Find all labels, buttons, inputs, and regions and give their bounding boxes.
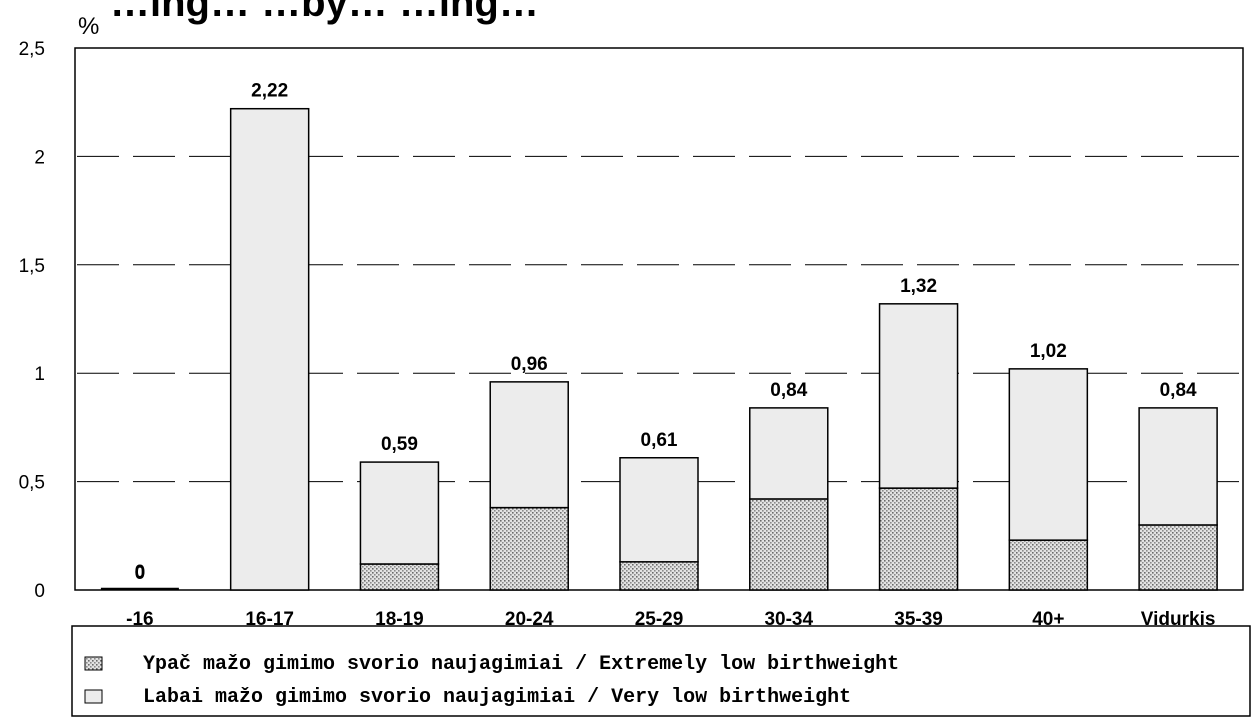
chart-title: …ing… …by… …ing… [110,0,539,25]
y-tick-label: 2 [34,147,45,168]
data-label: 1,02 [1030,341,1067,362]
bar-segment [229,107,310,591]
y-tick-label: 2,5 [19,39,45,60]
bar-segment [878,303,959,489]
data-label: 0 [135,562,146,583]
x-category-label: 18-19 [375,609,424,630]
data-label: 0,59 [381,434,418,455]
x-category-label: 40+ [1032,609,1064,630]
data-label: 0,61 [641,430,678,451]
bar-segment [878,487,959,591]
data-label: 0,84 [770,380,807,401]
x-category-label: 30-34 [764,609,813,630]
y-unit-label: % [78,13,99,40]
y-tick-label: 1 [34,364,45,385]
bar-segment [489,506,569,591]
bar-segment [619,457,699,563]
x-category-label: 16-17 [245,609,294,630]
data-labels: 002,220,590,960,610,841,321,020,84 [135,81,1197,584]
data-label: 1,32 [900,276,937,297]
bar-segment [359,461,440,565]
bar-segment [749,498,829,591]
bar-segment [359,563,440,591]
y-tick-label: 0 [34,581,45,602]
legend-swatch-very-low [84,689,103,704]
x-category-label: -16 [126,609,153,630]
bar-segment [1138,524,1218,591]
data-label: 2,22 [251,81,288,102]
legend: Ypač mažo gimimo svorio naujagimiai / Ex… [71,625,1251,717]
legend-swatch-extremely-low [84,656,103,671]
bar-segment [1008,539,1089,591]
y-axis-ticks: 0 0,5 1 1,5 2 2,5 [19,39,45,602]
data-label: 0,84 [1160,380,1197,401]
data-label: 0 [135,563,146,584]
x-category-label: 20-24 [505,609,554,630]
y-tick-label: 0,5 [19,473,45,494]
legend-label-very-low: Labai mažo gimimo svorio naujagimiai / V… [143,686,851,709]
legend-box [71,625,1251,717]
bar-segment [749,407,829,500]
x-axis-labels: -16 16-17 18-19 20-24 25-29 30-34 35-39 40+ Vidu… [126,609,1215,630]
bar-segment [1008,368,1089,541]
bar-segment [1138,407,1218,526]
x-category-label: Vidurkis [1141,609,1216,630]
bar-segment [619,561,699,591]
x-category-label: 35-39 [894,609,943,630]
legend-label-extremely-low: Ypač mažo gimimo svorio naujagimiai / Ex… [143,653,899,676]
bars [100,107,1218,591]
x-category-label: 25-29 [635,609,684,630]
bar-segment [489,381,569,509]
data-label: 0,96 [511,354,548,375]
y-tick-label: 1,5 [19,256,45,277]
